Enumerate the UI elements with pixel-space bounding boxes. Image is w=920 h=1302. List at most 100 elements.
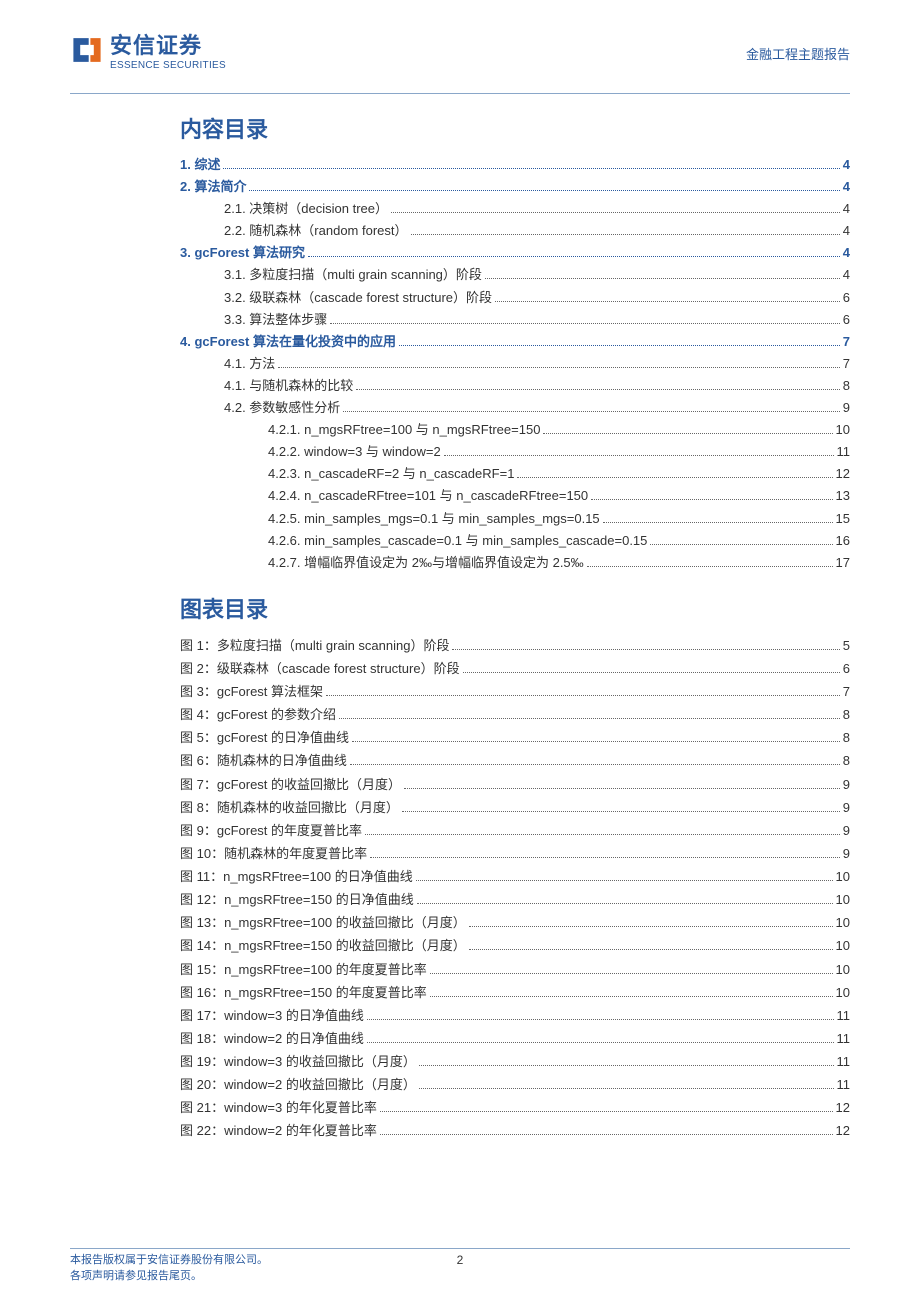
toc-entry[interactable]: 图 8：随机森林的收益回撤比（月度）9 xyxy=(180,796,850,819)
toc-entry[interactable]: 图 6：随机森林的日净值曲线 8 xyxy=(180,749,850,772)
brand-logo: 安信证券 ESSENCE SECURITIES xyxy=(70,28,226,71)
toc-entry-label: 3.3. 算法整体步骤 xyxy=(224,309,327,331)
toc-entry-page: 15 xyxy=(836,508,850,530)
toc-entry-page: 4 xyxy=(843,242,850,264)
toc-entry[interactable]: 图 12：n_mgsRFtree=150 的日净值曲线 10 xyxy=(180,888,850,911)
toc-entry-label: 2.1. 决策树（decision tree） xyxy=(224,198,388,220)
toc-entry-label: 图 3：gcForest 算法框架 xyxy=(180,680,323,703)
toc-entry-label: 图 4：gcForest 的参数介绍 xyxy=(180,703,336,726)
toc-entry[interactable]: 图 11：n_mgsRFtree=100 的日净值曲线10 xyxy=(180,865,850,888)
toc-entry[interactable]: 图 15：n_mgsRFtree=100 的年度夏普比率10 xyxy=(180,958,850,981)
toc-entry[interactable]: 图 7：gcForest 的收益回撤比（月度）9 xyxy=(180,773,850,796)
toc-entry-page: 9 xyxy=(843,819,850,842)
toc-dots xyxy=(343,402,839,412)
toc-entry[interactable]: 图 10：随机森林的年度夏普比率9 xyxy=(180,842,850,865)
toc-entry-label: 图 18：window=2 的日净值曲线 xyxy=(180,1027,364,1050)
toc-entry[interactable]: 4. gcForest 算法在量化投资中的应用7 xyxy=(180,331,850,353)
toc-entry[interactable]: 3. gcForest 算法研究4 xyxy=(180,242,850,264)
toc-entry-page: 10 xyxy=(836,888,850,911)
toc-entry[interactable]: 图 3：gcForest 算法框架7 xyxy=(180,680,850,703)
toc-dots xyxy=(308,247,840,257)
toc-dots xyxy=(469,940,833,950)
toc-dots xyxy=(469,917,833,927)
toc-entry[interactable]: 2.1. 决策树（decision tree）4 xyxy=(180,198,850,220)
toc-entry-page: 17 xyxy=(836,552,850,574)
toc-dots xyxy=(416,871,833,881)
toc-entry-page: 10 xyxy=(836,934,850,957)
toc-dots xyxy=(402,801,840,811)
toc-entry-page: 4 xyxy=(843,264,850,286)
toc-entry[interactable]: 图 4：gcForest 的参数介绍 8 xyxy=(180,703,850,726)
toc-entry[interactable]: 4.2.3. n_cascadeRF=2 与 n_cascadeRF=112 xyxy=(180,463,850,485)
toc-dots xyxy=(517,468,832,478)
toc-entry-page: 10 xyxy=(836,911,850,934)
toc-entry-page: 9 xyxy=(843,397,850,419)
toc-entry-page: 10 xyxy=(836,865,850,888)
toc-entry[interactable]: 图 14：n_mgsRFtree=150 的收益回撤比（月度） 10 xyxy=(180,934,850,957)
toc-entry[interactable]: 4.2.5. min_samples_mgs=0.1 与 min_samples… xyxy=(180,508,850,530)
toc-entry[interactable]: 4.2. 参数敏感性分析9 xyxy=(180,397,850,419)
toc-entry-page: 11 xyxy=(837,1027,851,1050)
toc-entry[interactable]: 3.3. 算法整体步骤6 xyxy=(180,309,850,331)
toc-entry-label: 图 14：n_mgsRFtree=150 的收益回撤比（月度） xyxy=(180,934,466,957)
toc-entry-page: 4 xyxy=(843,154,850,176)
toc-dots xyxy=(444,446,834,456)
toc-dots xyxy=(495,291,840,301)
toc-entry-page: 11 xyxy=(837,1004,851,1027)
page-header: 安信证券 ESSENCE SECURITIES 金融工程主题报告 xyxy=(70,28,850,71)
toc-entry-label: 图 5：gcForest 的日净值曲线 xyxy=(180,726,349,749)
toc-entry[interactable]: 图 1：多粒度扫描（multi grain scanning）阶段5 xyxy=(180,634,850,657)
toc-entry[interactable]: 4.1. 方法7 xyxy=(180,353,850,375)
header-rule xyxy=(70,93,850,94)
toc-dots xyxy=(543,424,832,434)
toc-entry[interactable]: 图 18：window=2 的日净值曲线 11 xyxy=(180,1027,850,1050)
toc-dots xyxy=(370,848,840,858)
toc-entry[interactable]: 4.2.4. n_cascadeRFtree=101 与 n_cascadeRF… xyxy=(180,485,850,507)
toc-entry[interactable]: 图 17：window=3 的日净值曲线11 xyxy=(180,1004,850,1027)
toc-dots xyxy=(485,269,840,279)
toc-entry[interactable]: 图 9：gcForest 的年度夏普比率9 xyxy=(180,819,850,842)
toc-entry[interactable]: 1. 综述4 xyxy=(180,154,850,176)
toc-entry[interactable]: 图 16：n_mgsRFtree=150 的年度夏普比率10 xyxy=(180,981,850,1004)
toc-entry-page: 12 xyxy=(836,1096,850,1119)
toc-entry[interactable]: 图 20：window=2 的收益回撤比（月度）11 xyxy=(180,1073,850,1096)
toc-entry[interactable]: 4.1. 与随机森林的比较 8 xyxy=(180,375,850,397)
toc-entry-label: 图 13：n_mgsRFtree=100 的收益回撤比（月度） xyxy=(180,911,466,934)
toc-entry[interactable]: 图 13：n_mgsRFtree=100 的收益回撤比（月度） 10 xyxy=(180,911,850,934)
toc-entry-page: 8 xyxy=(843,749,850,772)
toc-entry[interactable]: 图 21：window=3 的年化夏普比率 12 xyxy=(180,1096,850,1119)
toc-entry-label: 图 6：随机森林的日净值曲线 xyxy=(180,749,347,772)
toc-entry[interactable]: 图 22：window=2 的年化夏普比率12 xyxy=(180,1119,850,1142)
toc-entry-page: 10 xyxy=(836,981,850,1004)
toc-entry-page: 9 xyxy=(843,773,850,796)
toc-entry[interactable]: 2.2. 随机森林（random forest）4 xyxy=(180,220,850,242)
toc-entry[interactable]: 3.1. 多粒度扫描（multi grain scanning）阶段4 xyxy=(180,264,850,286)
toc-entry[interactable]: 4.2.7. 增幅临界值设定为 2‰与增幅临界值设定为 2.5‰17 xyxy=(180,552,850,574)
toc-entry-label: 图 1：多粒度扫描（multi grain scanning）阶段 xyxy=(180,634,449,657)
toc-entry-label: 图 22：window=2 的年化夏普比率 xyxy=(180,1119,377,1142)
toc-entry[interactable]: 图 5：gcForest 的日净值曲线8 xyxy=(180,726,850,749)
toc-entry-page: 11 xyxy=(837,1073,851,1096)
toc-entry[interactable]: 图 19：window=3 的收益回撤比（月度）11 xyxy=(180,1050,850,1073)
toc-entry-page: 7 xyxy=(843,331,850,353)
toc-entry[interactable]: 4.2.1. n_mgsRFtree=100 与 n_mgsRFtree=150… xyxy=(180,419,850,441)
toc-dots xyxy=(249,181,839,191)
toc-entry-label: 图 12：n_mgsRFtree=150 的日净值曲线 xyxy=(180,888,414,911)
toc-entry[interactable]: 图 2：级联森林（cascade forest structure）阶段6 xyxy=(180,657,850,680)
toc-entry[interactable]: 4.2.2. window=3 与 window=211 xyxy=(180,441,850,463)
toc-entry-label: 图 10：随机森林的年度夏普比率 xyxy=(180,842,367,865)
toc-dots xyxy=(463,663,840,673)
toc-entry[interactable]: 3.2. 级联森林（cascade forest structure）阶段6 xyxy=(180,287,850,309)
toc-dots xyxy=(380,1125,833,1135)
toc-dots xyxy=(417,894,833,904)
toc-title: 内容目录 xyxy=(180,112,850,144)
toc-entry[interactable]: 4.2.6. min_samples_cascade=0.1 与 min_sam… xyxy=(180,530,850,552)
toc-entry-label: 图 21：window=3 的年化夏普比率 xyxy=(180,1096,377,1119)
toc-entry-page: 8 xyxy=(843,703,850,726)
toc-entry-label: 4.1. 与随机森林的比较 xyxy=(224,375,353,397)
toc-dots xyxy=(419,1056,834,1066)
toc-entry-page: 8 xyxy=(843,375,850,397)
toc-entry[interactable]: 2. 算法简介4 xyxy=(180,176,850,198)
footer-line1: 本报告版权属于安信证券股份有限公司。 xyxy=(70,1253,268,1268)
toc-dots xyxy=(223,159,839,169)
